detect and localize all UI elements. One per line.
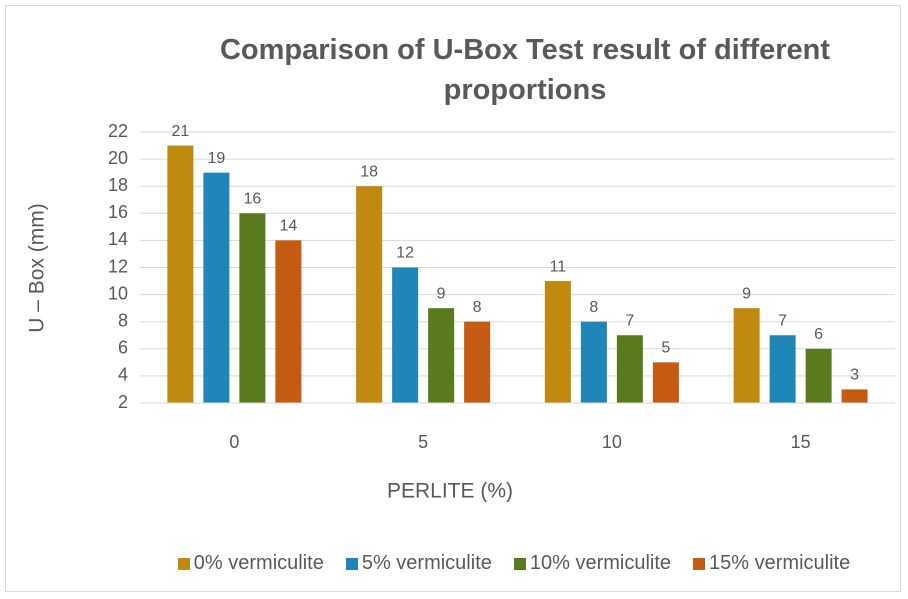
- bar: [239, 213, 266, 403]
- x-tick-label: 0: [229, 432, 239, 452]
- x-tick-label: 10: [602, 432, 622, 452]
- legend-item: 5% vermiculite: [345, 552, 492, 575]
- value-label: 8: [473, 299, 482, 316]
- legend-label: 5% vermiculite: [361, 552, 492, 574]
- x-tick-label: 15: [791, 432, 811, 452]
- value-label: 11: [550, 258, 567, 275]
- chart-title: Comparison of U-Box Test result of diffe…: [219, 34, 831, 106]
- value-label: 14: [279, 218, 297, 235]
- bar: [392, 267, 419, 403]
- y-tick-label: 18: [108, 175, 128, 195]
- y-tick-label: 12: [108, 256, 128, 276]
- legend-swatch: [513, 557, 526, 570]
- legend-swatch: [693, 557, 706, 570]
- legend-swatch: [345, 557, 358, 570]
- value-label: 12: [396, 245, 414, 262]
- y-tick-label: 6: [118, 338, 128, 358]
- bar: [805, 348, 832, 403]
- value-label: 7: [778, 312, 787, 329]
- legend-item: 10% vermiculite: [513, 552, 672, 575]
- y-tick-label: 20: [108, 148, 128, 168]
- value-label: 19: [207, 150, 225, 167]
- value-label: 8: [589, 299, 598, 316]
- value-label: 3: [850, 367, 859, 384]
- y-tick-label: 2: [118, 392, 128, 412]
- bar: [769, 335, 796, 403]
- bar: [580, 321, 607, 403]
- bar: [841, 389, 868, 403]
- bar: [652, 362, 679, 403]
- value-label: 21: [171, 123, 189, 140]
- chart-frame: [5, 5, 901, 592]
- bar: [167, 145, 194, 404]
- y-axis-label: U – Box (mm): [26, 203, 49, 333]
- value-label: 9: [437, 285, 446, 302]
- x-axis-label: PERLITE (%): [387, 480, 513, 503]
- value-label: 18: [360, 163, 378, 180]
- bar: [733, 308, 760, 403]
- legend-label: 0% vermiculite: [193, 552, 324, 574]
- y-tick-label: 14: [108, 229, 128, 249]
- legend-swatch: [177, 557, 190, 570]
- legend-item: 15% vermiculite: [693, 552, 850, 575]
- value-label: 9: [742, 285, 751, 302]
- bar: [428, 308, 455, 403]
- bar: [464, 321, 491, 403]
- y-tick-label: 8: [118, 310, 128, 330]
- value-label: 7: [625, 312, 634, 329]
- value-label: 16: [243, 191, 261, 208]
- legend: 0% vermiculite 5% vermiculite 10% vermicul…: [0, 552, 908, 575]
- value-label: 5: [661, 340, 670, 357]
- y-tick-label: 10: [108, 283, 128, 303]
- bar: [203, 172, 230, 403]
- x-tick-label: 5: [418, 432, 428, 452]
- legend-label: 15% vermiculite: [709, 552, 851, 574]
- y-tick-label: 16: [108, 202, 128, 222]
- legend-label: 10% vermiculite: [529, 552, 672, 574]
- y-tick-label: 22: [108, 121, 128, 141]
- bar: [356, 186, 383, 403]
- value-label: 6: [814, 326, 823, 343]
- bar: [275, 240, 302, 403]
- legend-item: 0% vermiculite: [177, 552, 324, 575]
- bar: [616, 335, 643, 403]
- y-tick-label: 4: [118, 365, 128, 385]
- bar: [544, 281, 571, 403]
